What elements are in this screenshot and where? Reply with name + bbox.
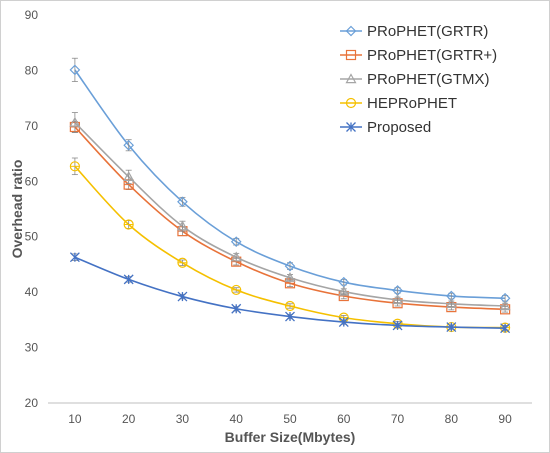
y-tick-label: 70 xyxy=(25,119,39,133)
legend-marker xyxy=(345,97,357,109)
legend-label: PRoPHET(GTMX) xyxy=(367,71,490,88)
data-point xyxy=(446,322,457,333)
error-bar xyxy=(71,112,78,133)
error-bar xyxy=(448,300,455,307)
x-axis-title: Buffer Size(Mbytes) xyxy=(225,429,356,445)
data-point xyxy=(177,257,188,268)
data-point xyxy=(123,274,134,285)
data-point xyxy=(392,294,404,305)
legend-item: HEPRoPHET xyxy=(340,95,457,112)
series-prophet-gtmx- xyxy=(69,112,511,311)
data-point xyxy=(69,64,81,76)
legend-label: HEPRoPHET xyxy=(367,95,457,112)
data-point xyxy=(500,323,511,334)
legend-label: PRoPHET(GRTR+) xyxy=(367,47,497,64)
x-tick-label: 90 xyxy=(498,412,512,426)
x-tick-label: 80 xyxy=(445,412,459,426)
data-point xyxy=(230,251,242,262)
series-prophet-grtr- xyxy=(69,57,511,304)
x-tick-label: 30 xyxy=(176,412,190,426)
series-layer xyxy=(69,57,511,334)
series-prophet-grtr- xyxy=(69,121,511,315)
data-point xyxy=(123,219,134,230)
y-tick-label: 80 xyxy=(25,63,39,77)
y-tick-label: 20 xyxy=(25,396,39,410)
y-tick-label: 30 xyxy=(25,341,39,355)
data-point xyxy=(499,292,511,304)
data-point xyxy=(338,285,350,296)
data-point xyxy=(69,161,80,172)
error-bar xyxy=(502,302,509,310)
legend-item: Proposed xyxy=(340,119,431,136)
x-tick-label: 50 xyxy=(283,412,297,426)
y-tick-label: 90 xyxy=(25,8,39,22)
x-tick-label: 40 xyxy=(230,412,244,426)
data-point xyxy=(285,311,295,322)
legend: PRoPHET(GRTR) PRoPHET(GRTR+) PRoPHET(GTMX)… xyxy=(340,23,497,136)
series-proposed xyxy=(69,252,511,334)
data-point xyxy=(177,291,188,302)
y-tick-label: 60 xyxy=(25,174,39,188)
series-line xyxy=(74,69,506,300)
x-tick-label: 60 xyxy=(337,412,351,426)
data-point xyxy=(338,317,349,328)
legend-marker xyxy=(345,73,357,84)
data-point xyxy=(445,298,457,308)
y-tick-label: 40 xyxy=(25,285,39,299)
error-bar xyxy=(394,296,401,304)
legend-label: PRoPHET(GRTR) xyxy=(367,23,488,40)
data-point xyxy=(123,171,135,182)
legend-item: PRoPHET(GRTR+) xyxy=(340,47,497,64)
error-bar xyxy=(340,288,347,295)
data-point xyxy=(177,196,188,208)
legend-marker xyxy=(345,25,357,37)
data-point xyxy=(499,300,511,311)
x-tick-label: 20 xyxy=(122,412,136,426)
y-axis-title: Overhead ratio xyxy=(9,160,25,259)
x-tick-label: 10 xyxy=(68,412,82,426)
data-point xyxy=(284,260,296,272)
error-bar xyxy=(71,57,78,82)
data-point xyxy=(392,320,403,331)
data-point xyxy=(231,303,242,314)
legend-item: PRoPHET(GRTR) xyxy=(340,23,488,40)
legend-marker xyxy=(346,122,356,132)
data-point xyxy=(445,290,457,302)
legend-item: PRoPHET(GTMX) xyxy=(340,71,490,88)
data-point xyxy=(231,284,242,296)
legend-marker xyxy=(345,49,357,61)
data-point xyxy=(123,139,135,151)
y-tick-labels: 20 30 40 50 60 70 80 90 xyxy=(25,8,39,410)
data-point xyxy=(176,220,188,231)
data-point xyxy=(69,116,81,127)
data-point xyxy=(69,252,80,263)
data-point xyxy=(284,271,296,282)
x-tick-label: 70 xyxy=(391,412,405,426)
x-tick-labels: 10 20 30 40 50 60 70 80 90 xyxy=(68,412,512,426)
data-point xyxy=(284,300,296,312)
data-point xyxy=(230,236,242,248)
y-tick-label: 50 xyxy=(25,230,39,244)
legend-label: Proposed xyxy=(367,119,431,136)
